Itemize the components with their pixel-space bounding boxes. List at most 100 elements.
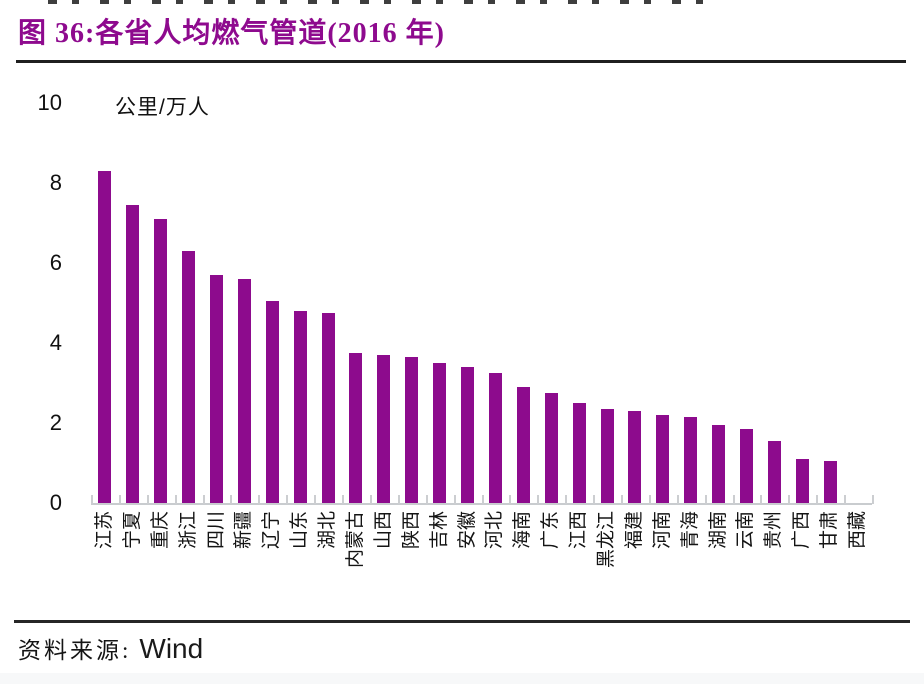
x-axis-tick — [509, 495, 512, 504]
bar-青海 — [684, 417, 698, 503]
x-category-label: 黑龙江 — [596, 511, 618, 569]
x-category-label: 湖南 — [707, 511, 729, 550]
bar-湖北 — [321, 313, 335, 503]
x-category-label: 江西 — [568, 511, 590, 550]
x-category-label: 陕西 — [400, 511, 422, 550]
x-axis-tick — [369, 495, 372, 504]
y-tick-label: 2 — [49, 410, 62, 435]
y-tick-label: 6 — [49, 250, 62, 275]
x-category-label: 重庆 — [149, 511, 171, 550]
x-category-label: 山东 — [289, 511, 311, 550]
bar-广西 — [795, 459, 809, 503]
x-category-label: 辽宁 — [261, 511, 283, 550]
x-axis-tick — [425, 495, 428, 504]
x-axis-tick — [844, 495, 847, 504]
x-category-label: 海南 — [512, 511, 534, 550]
bar-四川 — [210, 275, 224, 503]
bar-陕西 — [405, 357, 419, 503]
x-axis-tick — [118, 495, 121, 504]
bar-贵州 — [767, 441, 781, 503]
x-category-label: 云南 — [735, 511, 757, 550]
y-axis-unit-label: 公里/万人 — [115, 96, 210, 119]
x-category-label: 广东 — [540, 511, 562, 550]
x-category-label: 江苏 — [93, 511, 115, 550]
x-axis-tick — [620, 495, 623, 504]
bar-福建 — [628, 411, 642, 503]
x-category-label: 西藏 — [847, 511, 869, 550]
bar-安徽 — [461, 367, 475, 503]
x-category-label: 安徽 — [456, 511, 478, 550]
bar-新疆 — [237, 279, 251, 503]
x-category-label: 浙江 — [177, 511, 199, 550]
bar-湖南 — [712, 425, 726, 503]
x-category-label: 宁夏 — [121, 511, 143, 550]
x-axis-tick — [704, 495, 707, 504]
bar-重庆 — [154, 219, 168, 503]
x-axis-tick — [565, 495, 568, 504]
bar-chart: 公里/万人 0 2 4 6 8 10 江苏 宁夏 重庆 浙江 四川 新疆 辽宁 山东 湖北 内蒙古 山西 陕西吉… — [37, 90, 874, 568]
source-label: 资料来源: — [18, 638, 132, 663]
bar-内蒙古 — [349, 353, 363, 503]
cropped-text-artifact — [48, 0, 708, 4]
x-axis-tick — [453, 495, 456, 504]
x-axis-tick — [481, 495, 484, 504]
x-category-label: 广西 — [791, 511, 813, 550]
x-category-label: 四川 — [205, 511, 227, 550]
x-axis-tick — [732, 495, 735, 504]
figure-title: 图 36:各省人均燃气管道(2016 年) — [18, 18, 445, 49]
y-tick-label: 0 — [49, 490, 62, 515]
bar-浙江 — [182, 251, 196, 503]
x-category-label: 吉林 — [428, 511, 450, 550]
y-tick-label: 8 — [49, 170, 62, 195]
bar-云南 — [739, 429, 753, 503]
x-axis-tick — [593, 495, 596, 504]
x-axis-tick — [342, 495, 345, 504]
x-category-label: 新疆 — [233, 511, 255, 550]
x-axis-tick — [648, 495, 651, 504]
x-axis-tick — [397, 495, 400, 504]
x-axis-tick — [816, 495, 819, 504]
bar-江苏 — [98, 171, 112, 503]
bar-辽宁 — [265, 301, 279, 503]
bar-吉林 — [433, 363, 447, 503]
x-axis-tick — [537, 495, 540, 504]
x-axis-tick — [314, 495, 317, 504]
bottom-margin-band — [0, 673, 924, 684]
x-axis-tick — [230, 495, 233, 504]
bar-黑龙江 — [600, 409, 614, 503]
x-axis-tick — [174, 495, 177, 504]
plot-area: 江苏 宁夏 重庆 浙江 四川 新疆 辽宁 山东 湖北 内蒙古 山西 陕西 吉林 安徽 河北 海南 广东 江西 黑龙江… — [91, 103, 874, 568]
x-category-label: 河南 — [651, 511, 673, 550]
x-category-label: 内蒙古 — [344, 511, 366, 569]
x-category-label: 湖北 — [317, 511, 339, 550]
x-axis-tick — [258, 495, 261, 504]
x-category-label: 甘肃 — [819, 511, 841, 550]
bar-宁夏 — [126, 205, 140, 503]
x-category-label: 河北 — [484, 511, 506, 550]
bar-山西 — [377, 355, 391, 503]
source-value: Wind — [139, 633, 204, 664]
x-axis-tick — [146, 495, 149, 504]
x-axis-tick — [788, 495, 791, 504]
y-tick-label: 4 — [49, 330, 62, 355]
x-category-label: 山西 — [372, 511, 394, 550]
x-axis-tick — [760, 495, 763, 504]
bar-河北 — [488, 373, 502, 503]
x-axis-tick — [91, 495, 93, 504]
bar-广东 — [544, 393, 558, 503]
x-axis-tick — [872, 495, 874, 504]
bar-河南 — [656, 415, 670, 503]
bar-山东 — [293, 311, 307, 503]
bar-江西 — [572, 403, 586, 503]
x-axis-line — [91, 503, 872, 505]
bar-海南 — [516, 387, 530, 503]
source-note: 资料来源: Wind — [18, 631, 203, 665]
x-axis-tick — [676, 495, 679, 504]
title-separator-line — [16, 60, 906, 63]
x-category-label: 福建 — [623, 511, 645, 550]
x-category-label: 贵州 — [763, 511, 785, 550]
y-tick-label: 10 — [37, 90, 62, 115]
x-axis-tick — [286, 495, 289, 504]
x-axis-tick — [202, 495, 205, 504]
footer-separator-line — [14, 620, 910, 623]
